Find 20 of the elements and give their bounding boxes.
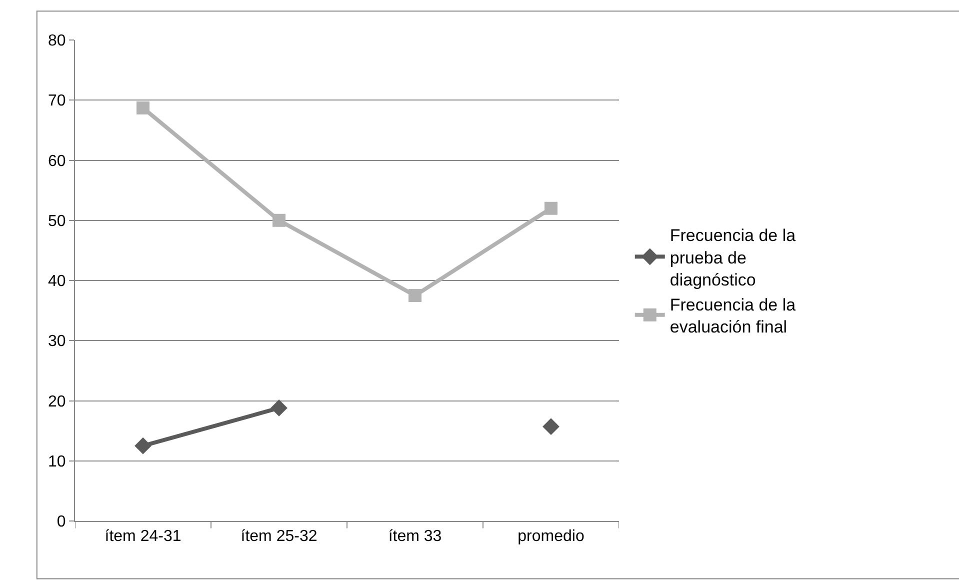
point <box>408 289 422 302</box>
legend-label: Frecuencia de la evaluación final <box>670 295 796 337</box>
point <box>544 202 558 215</box>
point <box>272 214 286 227</box>
y-tick-label: 60 <box>48 152 66 170</box>
y-tick-label: 30 <box>48 333 66 350</box>
y-tick-label: 0 <box>56 514 66 531</box>
x-tick-label: ítem 25-32 <box>240 528 318 546</box>
legend-label: Frecuencia de la prueba de diagnóstico <box>670 226 796 290</box>
x-tick-label: promedio <box>518 528 584 546</box>
y-tick-label: 80 <box>48 32 66 50</box>
y-tick-label: 10 <box>48 453 66 470</box>
y-tick-label: 50 <box>48 212 66 230</box>
point <box>136 101 150 114</box>
y-tick-label: 40 <box>48 273 66 290</box>
y-tick-label: 70 <box>48 92 66 110</box>
x-tick-label: ítem 33 <box>388 528 442 546</box>
y-tick-label: 20 <box>48 393 66 410</box>
point <box>542 418 560 436</box>
x-tick-label: ítem 24-31 <box>104 528 182 546</box>
